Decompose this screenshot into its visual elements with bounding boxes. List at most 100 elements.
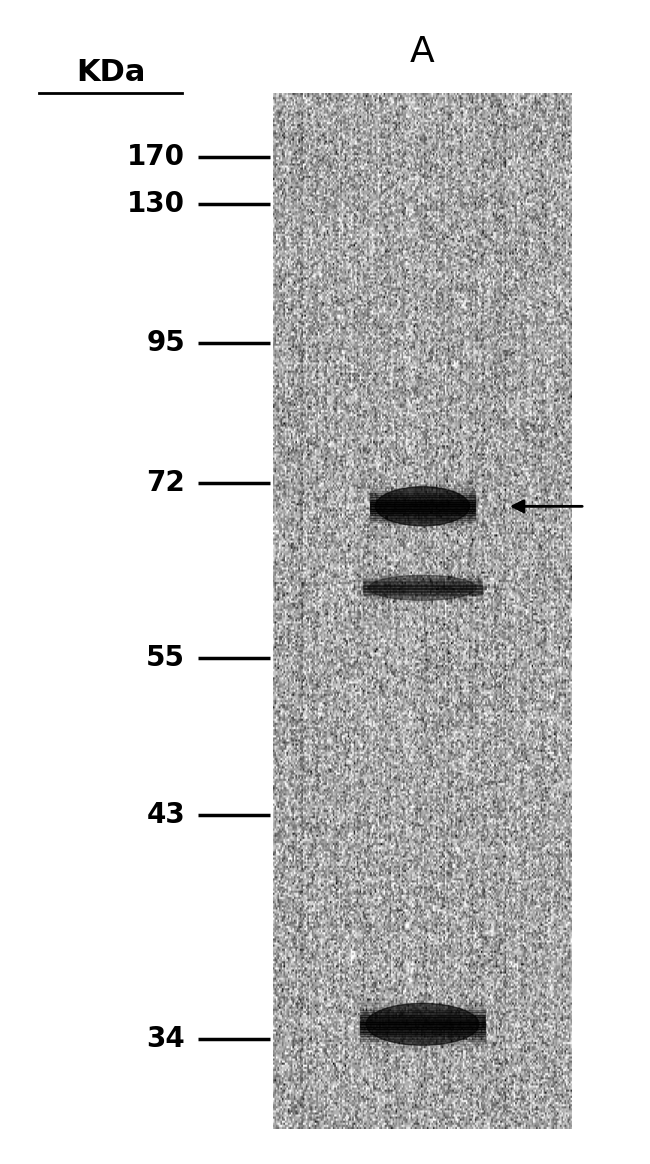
Bar [363,592,482,594]
Bar [370,497,474,499]
Bar [370,531,474,533]
Bar [363,605,482,606]
Bar [363,598,482,599]
Bar [370,473,474,475]
Bar [363,574,482,575]
Text: 34: 34 [146,1025,185,1053]
Bar [363,588,482,589]
Bar [363,606,482,608]
Bar [359,1049,486,1051]
Bar [359,1002,486,1005]
Bar [370,489,474,490]
Bar [363,601,482,602]
Bar [363,587,482,588]
Ellipse shape [369,575,476,601]
Bar [359,1008,486,1010]
Bar [359,1038,486,1041]
Bar [370,526,474,528]
Bar [359,998,486,1000]
Bar [370,511,474,513]
Bar [359,1036,486,1038]
Bar [359,1013,486,1015]
Text: 55: 55 [146,644,185,672]
Bar [370,528,474,531]
Bar [359,1000,486,1002]
Bar [363,589,482,590]
Bar [363,570,482,572]
Bar [363,580,482,581]
Bar [363,568,482,569]
Bar [370,504,474,506]
Bar [370,491,474,492]
Bar [359,988,486,991]
Text: KDa: KDa [76,58,145,87]
Bar [363,599,482,601]
Bar [370,506,474,509]
Bar [370,477,474,480]
Bar [363,566,482,568]
Bar [370,492,474,495]
Bar [359,1034,486,1036]
Bar [363,591,482,592]
Bar [359,1051,486,1053]
Text: 95: 95 [146,329,185,357]
Bar [370,502,474,504]
Bar [370,520,474,521]
Bar [370,509,474,511]
Bar [359,993,486,995]
Bar [363,583,482,584]
Bar [363,608,482,610]
Text: 170: 170 [127,143,185,171]
Bar [359,995,486,998]
Bar [359,1005,486,1007]
Bar [359,1046,486,1049]
Bar [370,518,474,520]
Bar [363,575,482,576]
Bar [363,604,482,605]
Bar [363,602,482,604]
Bar [359,1020,486,1022]
Bar [363,595,482,596]
Bar [363,585,482,587]
Bar [370,482,474,484]
Bar [370,484,474,487]
Bar [363,569,482,570]
Bar [359,1056,486,1058]
Bar [359,1010,486,1013]
Bar [370,499,474,502]
Bar [359,1017,486,1020]
Bar [359,1024,486,1027]
Bar [359,1029,486,1031]
Bar [363,577,482,580]
Bar [359,1053,486,1056]
Bar [370,495,474,497]
Bar [359,1027,486,1029]
Bar [359,1031,486,1034]
Bar [359,1022,486,1024]
Bar [370,538,474,540]
Bar [370,475,474,477]
Ellipse shape [376,487,469,526]
Bar [359,1044,486,1046]
Bar [370,516,474,518]
Bar [363,572,482,574]
Bar [359,1058,486,1060]
Text: A: A [410,35,435,70]
Bar [370,535,474,538]
Bar [359,991,486,993]
Bar [370,480,474,482]
Text: 43: 43 [146,801,185,829]
Bar [370,524,474,526]
Bar [363,594,482,595]
Bar [363,582,482,583]
Bar [370,513,474,516]
Text: 72: 72 [146,469,185,497]
Bar [370,487,474,489]
Bar [363,596,482,598]
Bar [359,1042,486,1044]
Ellipse shape [366,1003,479,1045]
Bar [359,1015,486,1017]
Text: 130: 130 [127,190,185,218]
Bar [370,523,474,524]
Bar [363,576,482,577]
